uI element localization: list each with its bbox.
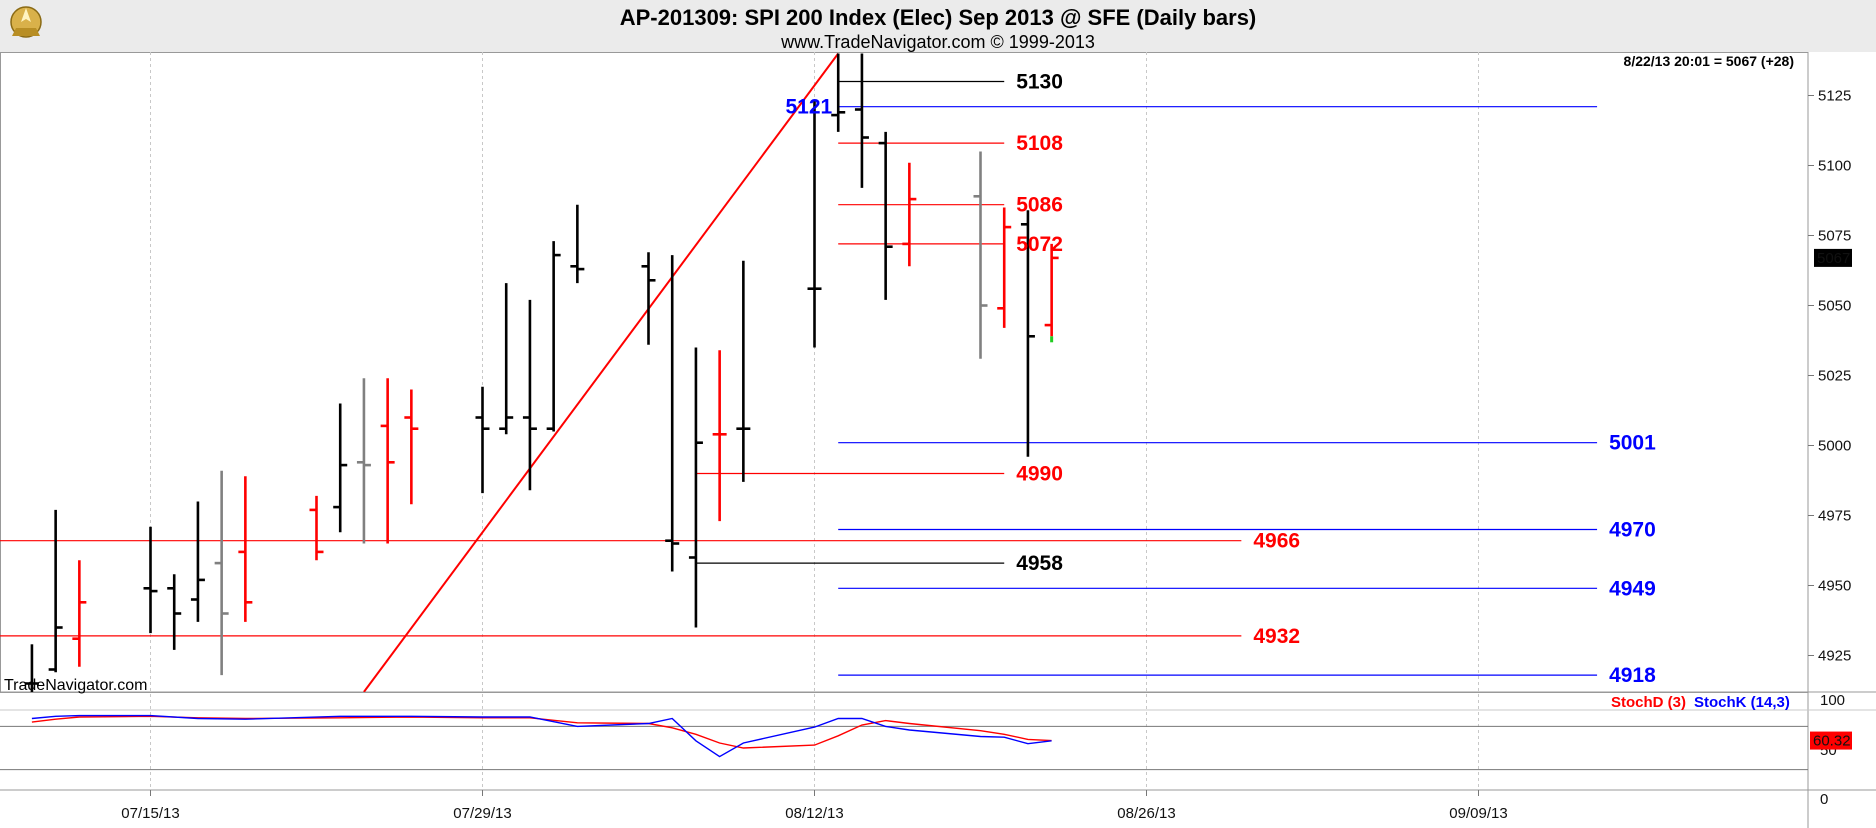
ohlc-bar: [522, 299, 537, 491]
level-label-5072: 5072: [1016, 233, 1063, 256]
price-panel: 07/15/13 07/29/13 08/12/13 08/26/13 09/09/13…: [0, 52, 1876, 828]
y-tick-label: 5050: [1818, 298, 1851, 315]
y-tick-label: 5025: [1818, 368, 1851, 385]
last-price-label: 5067: [1817, 250, 1850, 267]
level-label-5001: 5001: [1609, 432, 1656, 455]
trendline: [363, 52, 840, 692]
ohlc-bar: [641, 252, 656, 345]
legend-stochk: StochK (14,3): [1694, 694, 1790, 711]
y-tick-label: 4950: [1818, 578, 1851, 595]
stoch-value-label: 60.32: [1813, 733, 1851, 750]
stoch-series-k: [31, 714, 1052, 758]
ohlc-bar: [238, 476, 253, 622]
x-tick-label: 07/15/13: [121, 805, 179, 822]
y-tick-label: 5000: [1818, 438, 1851, 455]
x-tick-label: 07/29/13: [453, 805, 511, 822]
level-label-5108: 5108: [1016, 132, 1063, 155]
ohlc-bar: [309, 495, 324, 561]
x-tick-label: 08/12/13: [785, 805, 843, 822]
stoch-y-tick-label: 0: [1820, 791, 1828, 808]
ohlc-bar: [24, 644, 39, 692]
price-panel-border: [0, 52, 1809, 693]
ohlc-bar: [854, 53, 869, 188]
ohlc-bar: [712, 350, 727, 522]
level-label-5121: 5121: [785, 96, 832, 119]
stoch-y-tick-label: 100: [1820, 692, 1845, 709]
ohlc-bar: [688, 347, 703, 628]
level-label-4990: 4990: [1016, 463, 1063, 486]
level-label-4966: 4966: [1253, 530, 1300, 553]
ohlc-bar: [807, 101, 822, 348]
ohlc-bar: [475, 386, 490, 494]
level-label-5130: 5130: [1016, 71, 1063, 94]
watermark-text: TradeNavigator.com: [4, 677, 147, 694]
ohlc-bar: [72, 560, 87, 667]
level-label-4932: 4932: [1253, 625, 1300, 648]
y-tick-label: 4925: [1818, 648, 1851, 665]
level-label-4958: 4958: [1016, 552, 1063, 575]
ohlc-bar: [546, 241, 561, 432]
ohlc-bar: [736, 260, 751, 482]
header-band: [0, 0, 1876, 52]
ohlc-bar: [997, 207, 1012, 328]
y-tick-label: 4975: [1818, 508, 1851, 525]
x-tick-label: 09/09/13: [1449, 805, 1507, 822]
trade-navigator-logo-icon: [10, 6, 42, 38]
ohlc-bar: [665, 255, 680, 572]
ohlc-bar: [878, 131, 893, 300]
ohlc-bar: [499, 283, 514, 435]
chart-subtitle: www.TradeNavigator.com © 1999-2013: [780, 32, 1095, 52]
ohlc-bar: [356, 378, 371, 544]
level-label-5086: 5086: [1016, 194, 1063, 217]
chart-title: AP-201309: SPI 200 Index (Elec) Sep 2013…: [620, 5, 1257, 30]
ohlc-bar: [831, 53, 846, 132]
x-tick-label: 08/26/13: [1117, 805, 1175, 822]
ohlc-bar: [190, 501, 205, 622]
ohlc-bar: [214, 470, 229, 676]
ohlc-bar: [333, 403, 348, 533]
ohlc-bar: [404, 389, 419, 505]
ohlc-bar: [167, 574, 182, 650]
ohlc-bar: [380, 378, 395, 544]
ohlc-bar: [570, 204, 585, 284]
level-label-4949: 4949: [1609, 577, 1656, 600]
last-quote: 8/22/13 20:01 = 5067 (+28): [1624, 53, 1794, 69]
legend-stochd: StochD (3): [1611, 694, 1686, 711]
y-tick-label: 5125: [1818, 88, 1851, 105]
ohlc-bar: [143, 526, 158, 634]
ohlc-bar: [48, 509, 63, 673]
y-tick-label: 5075: [1818, 228, 1851, 245]
price-plot-area: [0, 52, 1598, 692]
ohlc-bar: [1044, 243, 1059, 337]
stoch-value-box: [1810, 731, 1852, 750]
ohlc-bar: [973, 151, 988, 359]
ohlc-bar: [902, 162, 917, 267]
level-label-4970: 4970: [1609, 519, 1656, 542]
last-price-box: [1814, 248, 1852, 267]
stoch-series-d: [31, 715, 1052, 749]
y-tick-label: 5100: [1818, 158, 1851, 175]
ohlc-bar: [1020, 210, 1035, 457]
level-label-4918: 4918: [1609, 664, 1656, 687]
